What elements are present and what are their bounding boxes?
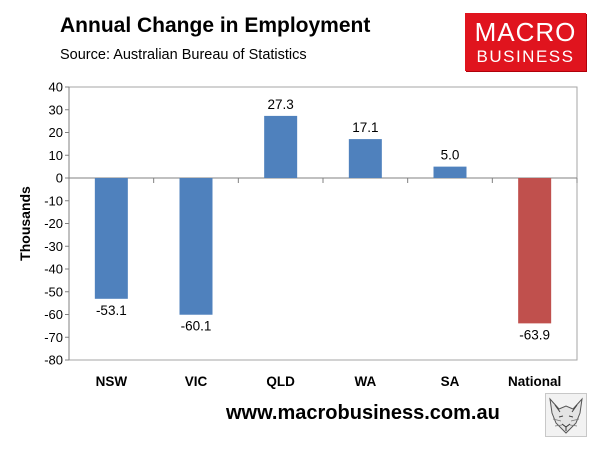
y-tick-label: -70: [44, 330, 63, 345]
macrobusiness-logo: MACRO BUSINESS: [465, 13, 586, 71]
data-label-national: -63.9: [519, 327, 550, 342]
fox-sketch-icon: [545, 393, 587, 437]
logo-line-macro: MACRO: [474, 17, 577, 47]
bar-national: [518, 178, 552, 324]
y-axis-title: Thousands: [17, 186, 33, 261]
logo-line-business: BUSINESS: [476, 47, 575, 66]
y-tick-label: -20: [44, 216, 63, 231]
bar-qld: [264, 115, 298, 178]
y-tick-label: -30: [44, 239, 63, 254]
x-category-label-national: National: [508, 374, 561, 389]
x-category-label-qld: QLD: [266, 374, 295, 389]
data-label-qld: 27.3: [268, 97, 294, 112]
bar-sa: [433, 166, 467, 178]
x-category-label-wa: WA: [354, 374, 376, 389]
data-label-nsw: -53.1: [96, 303, 127, 318]
bar-wa: [348, 139, 382, 178]
y-tick-label: -10: [44, 193, 63, 208]
bar-nsw: [94, 178, 128, 299]
data-label-vic: -60.1: [181, 319, 212, 334]
x-category-label-nsw: NSW: [96, 374, 128, 389]
chart-title: Annual Change in Employment: [60, 14, 371, 37]
y-tick-label: -60: [44, 307, 63, 322]
y-tick-label: 30: [49, 102, 63, 117]
x-category-label-vic: VIC: [185, 374, 208, 389]
plot-area: [68, 86, 578, 361]
bar-vic: [179, 178, 213, 315]
data-label-wa: 17.1: [352, 120, 378, 135]
y-tick-label: -80: [44, 353, 63, 368]
chart-subtitle: Source: Australian Bureau of Statistics: [60, 47, 307, 63]
y-tick-label: -40: [44, 262, 63, 277]
x-category-label-sa: SA: [441, 374, 460, 389]
y-tick-label: 10: [49, 148, 63, 163]
data-label-sa: 5.0: [441, 148, 460, 163]
footer-website-url[interactable]: www.macrobusiness.com.au: [226, 402, 500, 424]
y-tick-label: 20: [49, 125, 63, 140]
y-tick-label: 0: [56, 171, 63, 186]
y-tick-label: -50: [44, 284, 63, 299]
y-tick-label: 40: [49, 80, 63, 95]
